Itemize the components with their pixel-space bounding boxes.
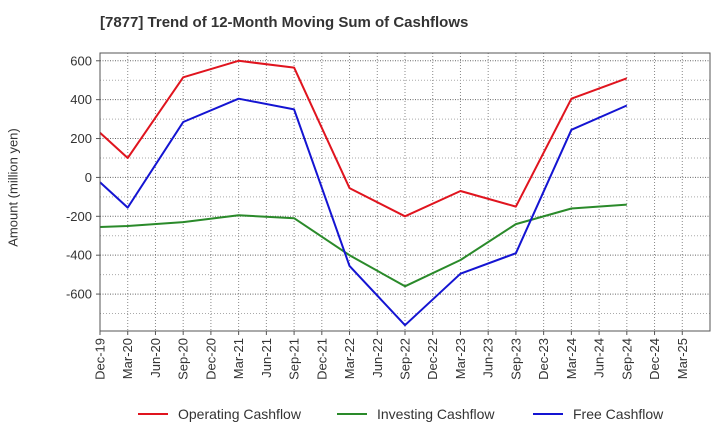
x-tick-label: Sep-22 [398, 338, 413, 380]
y-tick-label: 600 [70, 53, 92, 68]
x-tick-label: Jun-24 [592, 338, 607, 378]
x-tick-label: Sep-24 [619, 338, 634, 380]
y-tick-label: -200 [66, 209, 92, 224]
y-tick-label: -400 [66, 248, 92, 263]
legend-label: Investing Cashflow [377, 406, 495, 422]
y-tick-label: 200 [70, 131, 92, 146]
x-tick-label: Mar-23 [453, 338, 468, 379]
x-tick-layer: Dec-19 Mar-20 Jun-20 Sep-20 Dec-20 Mar-21 Jun-… [93, 331, 690, 380]
y-tick-layer: 600 400 200 0 -200 -400 -600 [66, 53, 100, 302]
x-tick-label: Sep-20 [176, 338, 191, 380]
legend-item: Investing Cashflow [337, 406, 495, 422]
series-line [99, 97, 628, 327]
x-tick-label: Mar-25 [675, 338, 690, 379]
legend-item: Free Cashflow [533, 406, 664, 422]
x-tick-label: Dec-21 [314, 338, 329, 380]
legend: Operating Cashflow Investing Cashflow Free… [138, 406, 664, 422]
x-tick-label: Jun-22 [370, 338, 385, 378]
x-tick-label: Jun-20 [148, 338, 163, 378]
series-line [99, 203, 627, 288]
x-tick-label: Dec-23 [536, 338, 551, 380]
x-tick-label: Dec-22 [425, 338, 440, 380]
y-tick-label: 0 [85, 170, 92, 185]
x-tick-label: Dec-19 [93, 338, 108, 380]
x-tick-label: Mar-20 [120, 338, 135, 379]
x-tick-label: Mar-24 [564, 338, 579, 379]
x-tick-label: Jun-21 [259, 338, 274, 378]
y-tick-label: -600 [66, 287, 92, 302]
y-tick-label: 400 [70, 92, 92, 107]
legend-label: Operating Cashflow [178, 406, 302, 422]
series-line [99, 59, 628, 218]
x-tick-label: Sep-23 [508, 338, 523, 380]
chart-title: [7877] Trend of 12-Month Moving Sum of C… [100, 14, 469, 31]
x-tick-label: Mar-21 [231, 338, 246, 379]
legend-item: Operating Cashflow [138, 406, 302, 422]
x-tick-label: Jun-23 [481, 338, 496, 378]
grid-layer [100, 53, 710, 331]
x-tick-label: Dec-20 [203, 338, 218, 380]
x-tick-label: Dec-24 [647, 338, 662, 380]
x-tick-label: Sep-21 [287, 338, 302, 380]
legend-label: Free Cashflow [573, 406, 664, 422]
x-tick-label: Mar-22 [342, 338, 357, 379]
series-layer [99, 59, 628, 327]
